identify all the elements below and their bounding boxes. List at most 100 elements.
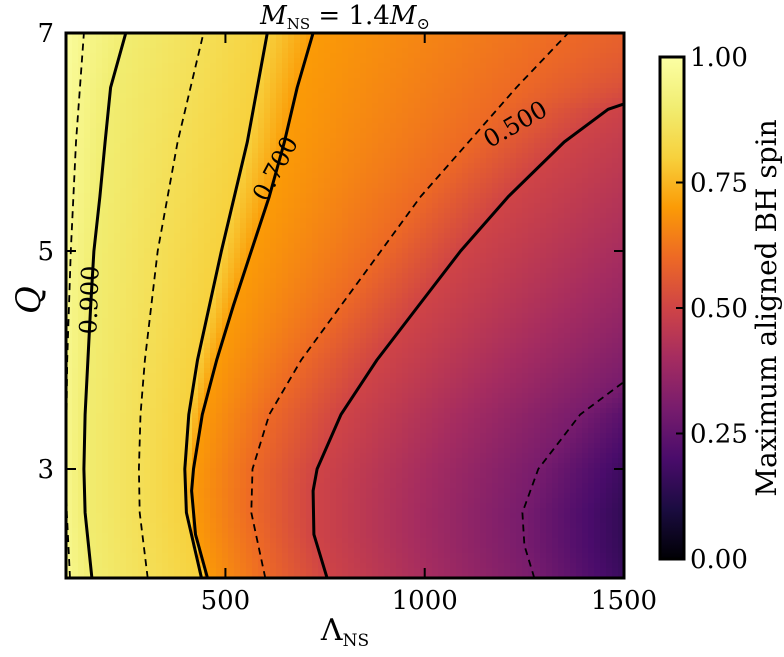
heatmap-cell (276, 123, 283, 129)
heatmap-cell (156, 258, 163, 264)
heatmap-cell (336, 78, 343, 84)
heatmap-cell (132, 273, 139, 279)
heatmap-cell (342, 258, 349, 264)
heatmap-cell (378, 278, 385, 284)
heatmap-cell (426, 158, 433, 164)
heatmap-cell (354, 183, 361, 189)
heatmap-cell (366, 38, 373, 44)
heatmap-cell (180, 58, 187, 64)
heatmap-cell (432, 43, 439, 49)
heatmap-cell (66, 238, 73, 244)
heatmap-cell (516, 153, 523, 159)
heatmap-cell (78, 213, 85, 219)
heatmap-cell (444, 203, 451, 209)
heatmap-cell (384, 193, 391, 199)
heatmap-cell (420, 153, 427, 159)
heatmap-cell (474, 278, 481, 284)
heatmap-cell (342, 233, 349, 239)
heatmap-cell (486, 163, 493, 169)
heatmap-cell (570, 258, 577, 264)
heatmap-cell (324, 223, 331, 229)
heatmap-cell (288, 33, 295, 39)
heatmap-cell (402, 178, 409, 184)
heatmap-cell (96, 43, 103, 49)
heatmap-cell (156, 213, 163, 219)
heatmap-cell (102, 68, 109, 74)
heatmap-cell (180, 48, 187, 54)
heatmap-cell (120, 273, 127, 279)
heatmap-cell (240, 263, 247, 269)
heatmap-cell (612, 288, 619, 294)
heatmap-cell (342, 93, 349, 99)
heatmap-cell (90, 208, 97, 214)
heatmap-cell (228, 188, 235, 194)
heatmap-cell (330, 118, 337, 124)
heatmap-cell (474, 103, 481, 109)
heatmap-cell (432, 198, 439, 204)
heatmap-cell (120, 153, 127, 159)
heatmap-cell (564, 73, 571, 79)
heatmap-cell (588, 283, 595, 289)
heatmap-cell (348, 33, 355, 39)
heatmap-cell (564, 133, 571, 139)
heatmap-cell (576, 58, 583, 64)
heatmap-cell (612, 213, 619, 219)
heatmap-cell (102, 98, 109, 104)
heatmap-cell (378, 173, 385, 179)
heatmap-cell (528, 288, 535, 294)
heatmap-cell (96, 253, 103, 259)
heatmap-cell (96, 48, 103, 54)
heatmap-cell (444, 118, 451, 124)
heatmap-cell (168, 168, 175, 174)
heatmap-cell (426, 133, 433, 139)
heatmap-cell (618, 208, 624, 214)
heatmap-cell (120, 293, 127, 299)
heatmap-cell (348, 223, 355, 229)
heatmap-cell (444, 283, 451, 289)
heatmap-cell (408, 53, 415, 59)
heatmap-cell (558, 123, 565, 129)
heatmap-cell (582, 258, 589, 264)
heatmap-cell (318, 53, 325, 59)
heatmap-cell (276, 38, 283, 44)
heatmap-cell (348, 128, 355, 134)
heatmap-cell (582, 228, 589, 234)
heatmap-cell (576, 248, 583, 254)
heatmap-cell (192, 153, 199, 159)
heatmap-cell (570, 188, 577, 194)
heatmap-cell (348, 118, 355, 124)
heatmap-cell (462, 53, 469, 59)
heatmap-cell (318, 88, 325, 94)
heatmap-cell (120, 278, 127, 284)
heatmap-cell (444, 183, 451, 189)
heatmap-cell (510, 243, 517, 249)
heatmap-cell (330, 68, 337, 74)
heatmap-cell (528, 93, 535, 99)
heatmap-cell (330, 153, 337, 159)
heatmap-cell (204, 118, 211, 124)
heatmap-cell (198, 238, 205, 244)
heatmap-cell (468, 173, 475, 179)
heatmap-cell (138, 43, 145, 49)
heatmap-cell (300, 273, 307, 279)
heatmap-cell (264, 283, 271, 289)
heatmap-cell (132, 238, 139, 244)
heatmap-cell (588, 278, 595, 284)
heatmap-cell (564, 48, 571, 54)
heatmap-cell (330, 183, 337, 189)
heatmap-cell (228, 53, 235, 59)
heatmap-cell (528, 188, 535, 194)
heatmap-cell (306, 168, 313, 174)
heatmap-cell (318, 58, 325, 64)
heatmap-cell (150, 83, 157, 89)
heatmap-cell (120, 103, 127, 109)
heatmap-cell (576, 98, 583, 104)
heatmap-cell (84, 293, 91, 299)
heatmap-cell (414, 103, 421, 109)
heatmap-cell (588, 173, 595, 179)
heatmap-cell (114, 278, 121, 284)
heatmap-cell (552, 258, 559, 264)
heatmap-cell (246, 38, 253, 44)
heatmap-cell (312, 88, 319, 94)
heatmap-cell (102, 88, 109, 94)
